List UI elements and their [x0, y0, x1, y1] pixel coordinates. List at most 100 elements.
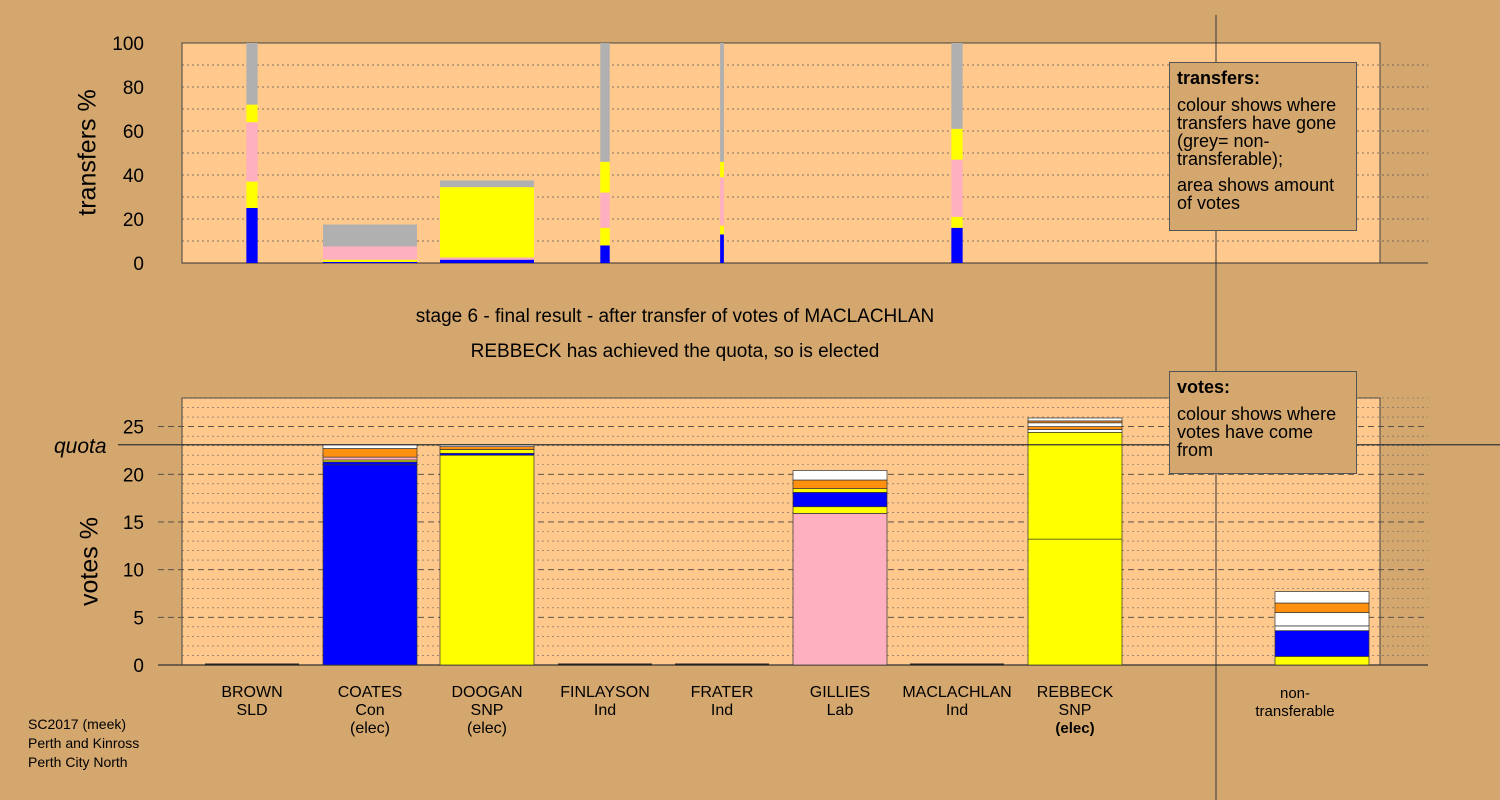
votes-bar-segment: [439, 449, 535, 454]
votes-y-tick-label: 10: [123, 561, 144, 582]
transfers-legend-text-1: colour shows where transfers have gone (…: [1177, 95, 1337, 169]
transfers-bar-segment: [720, 43, 724, 162]
candidate-name: DOOGAN: [451, 684, 523, 701]
votes-bar-segment: [1027, 417, 1123, 422]
candidate-label-maclachlan: MACLACHLAN Ind: [887, 684, 1027, 720]
footer-info: SC2017 (meek) Perth and Kinross Perth Ci…: [28, 715, 139, 772]
candidate-name: MACLACHLAN: [902, 684, 1012, 701]
transfers-bar-segment: [720, 234, 724, 263]
transfers-bar-segment: [720, 225, 724, 235]
transfers-bar-segment: [951, 216, 963, 228]
votes-bar-segment: [1027, 426, 1123, 430]
votes-legend-text: colour shows where votes have come from: [1177, 404, 1337, 460]
footer-line-1: SC2017 (meek): [28, 716, 127, 732]
transfers-y-axis-label: transfers %: [73, 89, 102, 216]
candidate-party: Ind: [710, 702, 734, 719]
votes-y-tick-label: 5: [133, 608, 144, 629]
transfers-y-tick-label: 20: [123, 210, 144, 231]
candidate-party: SLD: [236, 702, 268, 719]
candidate-name: BROWN: [221, 684, 283, 701]
votes-bar-segment: [1274, 630, 1370, 657]
candidate-status: (elec): [1055, 720, 1095, 737]
votes-y-tick-label: 25: [123, 418, 144, 439]
transfers-y-tick-label: 0: [133, 254, 144, 275]
transfers-bar-segment: [440, 259, 534, 263]
non-transferable-label: non- transferable: [1225, 685, 1365, 721]
transfers-bar-segment: [951, 227, 963, 263]
non-transferable-line-1: non-: [1279, 685, 1311, 702]
votes-bar-segment: [1274, 591, 1370, 604]
candidate-label-rebbeck: REBBECK SNP (elec): [1005, 684, 1145, 738]
transfers-bar-segment: [951, 43, 963, 129]
candidate-name: COATES: [337, 684, 403, 701]
transfers-bar-segment: [600, 245, 610, 263]
votes-bar-segment: [792, 488, 888, 493]
candidate-label-doogan: DOOGAN SNP (elec): [417, 684, 557, 738]
candidate-label-frater: FRATER Ind: [652, 684, 792, 720]
stage-subtitle: REBBECK has achieved the quota, so is el…: [470, 341, 880, 362]
transfers-bar-segment: [246, 43, 258, 105]
votes-legend-title: votes:: [1177, 377, 1231, 397]
transfers-bar-segment: [323, 246, 417, 260]
transfers-bar-segment: [323, 224, 417, 247]
votes-bar-segment: [1274, 612, 1370, 627]
candidate-label-gillies: GILLIES Lab: [770, 684, 910, 720]
votes-bar-segment: [322, 461, 418, 466]
candidate-status: (elec): [466, 720, 507, 737]
transfers-bar-segment: [600, 43, 610, 162]
votes-y-tick-label: 20: [123, 465, 144, 486]
footer-line-3: Perth City North: [28, 754, 128, 770]
candidate-name: REBBECK: [1036, 684, 1114, 701]
transfers-bar-segment: [720, 177, 724, 226]
votes-bar-segment: [792, 513, 888, 666]
votes-bar-segment: [439, 446, 535, 450]
stage-title: stage 6 - final result - after transfer …: [415, 306, 935, 327]
footer-line-2: Perth and Kinross: [28, 735, 140, 751]
votes-bar-segment: [792, 470, 888, 481]
votes-bar-segment: [439, 454, 535, 666]
votes-y-tick-label: 0: [133, 656, 144, 677]
votes-bar-segment: [792, 506, 888, 514]
votes-y-axis-label: votes %: [75, 517, 104, 606]
candidate-label-coates: COATES Con (elec): [300, 684, 440, 738]
candidate-label-brown: BROWN SLD: [182, 684, 322, 720]
candidate-party: Con: [355, 702, 385, 719]
transfers-bar-segment: [951, 159, 963, 217]
transfers-bar-segment: [440, 180, 534, 188]
votes-bar-segment: [792, 479, 888, 489]
transfers-legend-title: transfers:: [1177, 68, 1261, 88]
candidate-label-finlayson: FINLAYSON Ind: [535, 684, 675, 720]
transfers-y-tick-label: 80: [123, 78, 144, 99]
votes-bar-segment: [322, 448, 418, 458]
votes-y-tick-label: 15: [123, 513, 144, 534]
transfers-bar-segment: [440, 187, 534, 258]
votes-bar-segment: [792, 492, 888, 508]
candidate-party: Ind: [945, 702, 969, 719]
quota-label: quota: [54, 435, 107, 458]
transfers-bar-segment: [246, 104, 258, 123]
transfers-bar-segment: [323, 259, 417, 262]
candidate-status: (elec): [349, 720, 390, 737]
votes-bar-segment: [1027, 431, 1123, 540]
votes-bar-segment: [1027, 422, 1123, 427]
transfers-bar-segment: [600, 161, 610, 193]
votes-bar-segment: [1274, 625, 1370, 632]
transfers-legend: transfers: colour shows where transfers …: [1169, 62, 1357, 231]
transfers-bar-segment: [323, 261, 417, 263]
transfers-bar-segment: [600, 227, 610, 246]
transfers-bar-segment: [600, 192, 610, 228]
votes-bar-segment: [1027, 429, 1123, 433]
votes-bar-segment: [1027, 538, 1123, 666]
transfers-bar-segment: [951, 128, 963, 160]
candidate-party: Lab: [826, 702, 854, 719]
non-transferable-line-2: transferable: [1255, 703, 1335, 720]
votes-bar-segment: [1274, 602, 1370, 613]
transfers-bar-segment: [246, 181, 258, 208]
transfers-bar-segment: [440, 257, 534, 260]
candidate-party: SNP: [470, 702, 504, 719]
transfers-y-tick-label: 60: [123, 122, 144, 143]
votes-bar-segment: [1274, 656, 1370, 666]
candidate-party: Ind: [593, 702, 617, 719]
transfers-y-tick-label: 100: [112, 34, 144, 55]
votes-bar-segment: [322, 456, 418, 461]
